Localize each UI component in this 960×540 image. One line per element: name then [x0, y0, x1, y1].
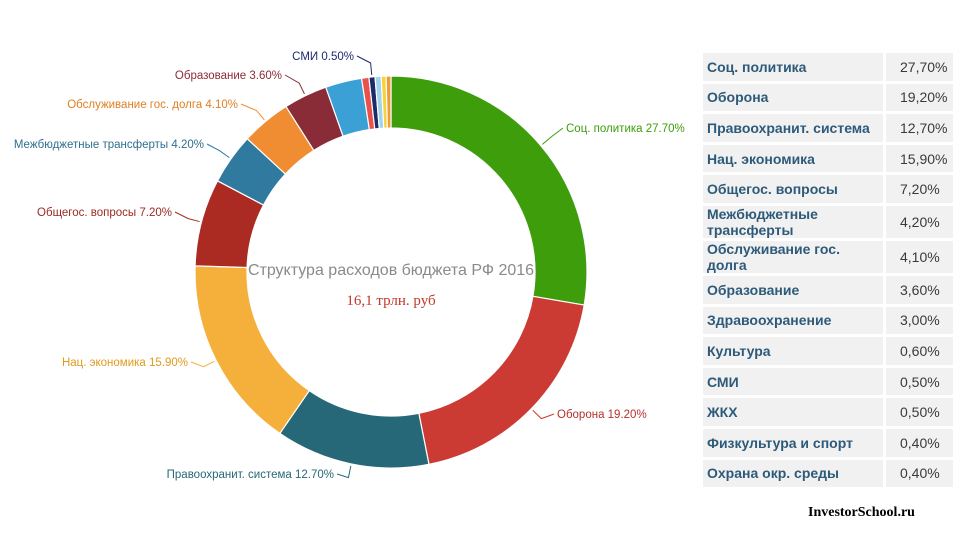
- table-item-value: 3,60%: [883, 275, 953, 304]
- table-item-name: Общегос. вопросы: [703, 175, 883, 203]
- table-item-value: 7,20%: [883, 175, 953, 203]
- callout-line: [190, 360, 215, 368]
- table-row: Культура 0,60%: [703, 337, 953, 365]
- table-row: Нац. экономика 15,90%: [703, 144, 953, 173]
- table-item-name: Охрана окр. среды: [703, 459, 883, 488]
- donut-slice: [418, 295, 585, 465]
- table-row: Здравоохранение 3,00%: [703, 306, 953, 335]
- slice-label: СМИ 0.50%: [292, 51, 354, 63]
- callout-line: [532, 409, 555, 420]
- table-item-value: 15,90%: [883, 144, 953, 173]
- table-row: Охрана окр. среды 0,40%: [703, 459, 953, 488]
- slice-label: Правоохранит. система 12.70%: [167, 469, 334, 481]
- table-item-name: СМИ: [703, 367, 883, 396]
- table-row: Образование 3,60%: [703, 275, 953, 304]
- budget-table-body: Соц. политика 27,70% Оборона 19,20% Правоохр…: [703, 53, 953, 488]
- table-item-name: Образование: [703, 275, 883, 304]
- table-item-name: Соц. политика: [703, 53, 883, 81]
- slice-callouts: Соц. политика 27.70% Оборона 19.20% Правоо…: [14, 51, 685, 481]
- slice-label: Соц. политика 27.70%: [566, 123, 685, 135]
- table-item-name: Нац. экономика: [703, 144, 883, 173]
- table-item-name: Межбюджетные трансферты: [703, 205, 883, 238]
- donut-chart: Соц. политика 27.70% Оборона 19.20% Правоо…: [14, 51, 685, 481]
- slice-label: Межбюджетные трансферты 4.20%: [14, 139, 204, 151]
- callout-line: [356, 55, 373, 75]
- table-item-value: 19,20%: [883, 83, 953, 112]
- table-item-name: Культура: [703, 337, 883, 365]
- table-item-value: 0,60%: [883, 337, 953, 365]
- table-item-value: 0,40%: [883, 459, 953, 488]
- table-row: Обслуживание гос. долга 4,10%: [703, 240, 953, 273]
- table-item-value: 4,10%: [883, 240, 953, 273]
- table-item-value: 0,40%: [883, 428, 953, 457]
- slice-label: Образование 3.60%: [175, 70, 282, 82]
- donut-slices: [194, 75, 588, 469]
- slice-label: Общегос. вопросы 7.20%: [37, 207, 172, 219]
- table-item-name: Обслуживание гос. долга: [703, 240, 883, 273]
- slice-label: Обслуживание гос. долга 4.10%: [67, 99, 238, 111]
- table-item-value: 0,50%: [883, 398, 953, 426]
- chart-title: Структура расходов бюджета РФ 2016: [248, 262, 534, 279]
- table-row: Межбюджетные трансферты 4,20%: [703, 205, 953, 238]
- table-item-value: 27,70%: [883, 53, 953, 81]
- table-item-value: 0,50%: [883, 367, 953, 396]
- source-credit: InvestorSchool.ru: [808, 505, 915, 520]
- callout-line: [336, 465, 352, 479]
- table-item-name: Правоохранит. система: [703, 114, 883, 142]
- table-item-name: Физкультура и спорт: [703, 428, 883, 457]
- table-item-value: 4,20%: [883, 205, 953, 238]
- callout-line: [542, 127, 564, 145]
- table-item-name: ЖКХ: [703, 398, 883, 426]
- table-item-name: Здравоохранение: [703, 306, 883, 335]
- callout-line: [206, 143, 230, 159]
- table-item-name: Оборона: [703, 83, 883, 112]
- slice-label: Оборона 19.20%: [557, 409, 647, 421]
- table-row: ЖКХ 0,50%: [703, 398, 953, 426]
- table-row: Физкультура и спорт 0,40%: [703, 428, 953, 457]
- chart-subtitle: 16,1 трлн. руб: [346, 293, 436, 309]
- donut-slice: [194, 265, 311, 435]
- table-row: Правоохранит. система 12,70%: [703, 114, 953, 142]
- budget-table: Соц. политика 27,70% Оборона 19,20% Правоохр…: [703, 50, 953, 490]
- table-row: Общегос. вопросы 7,20%: [703, 175, 953, 203]
- callout-line: [174, 211, 200, 223]
- table-row: Оборона 19,20%: [703, 83, 953, 112]
- slice-label: Нац. экономика 15.90%: [62, 357, 188, 369]
- table-item-value: 3,00%: [883, 306, 953, 335]
- table-row: СМИ 0,50%: [703, 367, 953, 396]
- donut-slice: [385, 75, 392, 129]
- table-item-value: 12,70%: [883, 114, 953, 142]
- table-row: Соц. политика 27,70%: [703, 53, 953, 81]
- callout-line: [240, 103, 265, 121]
- donut-slice: [278, 389, 430, 469]
- callout-line: [284, 74, 305, 95]
